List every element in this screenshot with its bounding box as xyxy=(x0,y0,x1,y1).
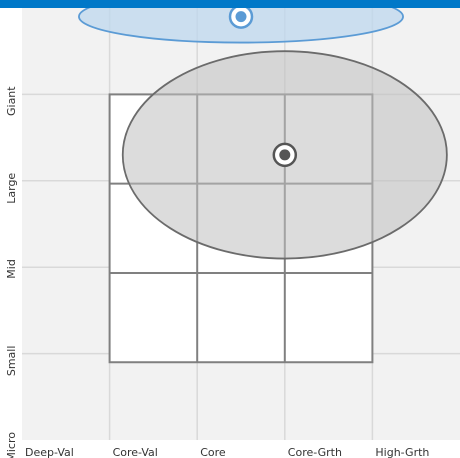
x-tick-label: Core-Val xyxy=(113,446,158,458)
x-tick-label: Core-Grth xyxy=(288,446,342,458)
x-tick-label: Core xyxy=(200,446,226,458)
top-accent-bar xyxy=(0,0,460,8)
y-tick-labels: Micro Small Mid Large Giant xyxy=(5,86,18,458)
x-tick-label: High-Grth xyxy=(375,446,429,458)
y-tick-label: Large xyxy=(5,173,18,204)
x-tick-labels: Deep-Val Core-Val Core Core-Grth High-Grth xyxy=(25,446,429,458)
ownership-zones xyxy=(78,0,448,260)
x-tick-label: Deep-Val xyxy=(25,446,74,458)
y-tick-label: Micro xyxy=(5,432,18,458)
y-tick-label: Mid xyxy=(5,259,18,279)
y-tick-label: Giant xyxy=(5,86,18,116)
centroid-dot-1 xyxy=(235,11,247,23)
y-tick-label: Small xyxy=(5,346,18,377)
centroid-dot-2 xyxy=(279,149,291,161)
